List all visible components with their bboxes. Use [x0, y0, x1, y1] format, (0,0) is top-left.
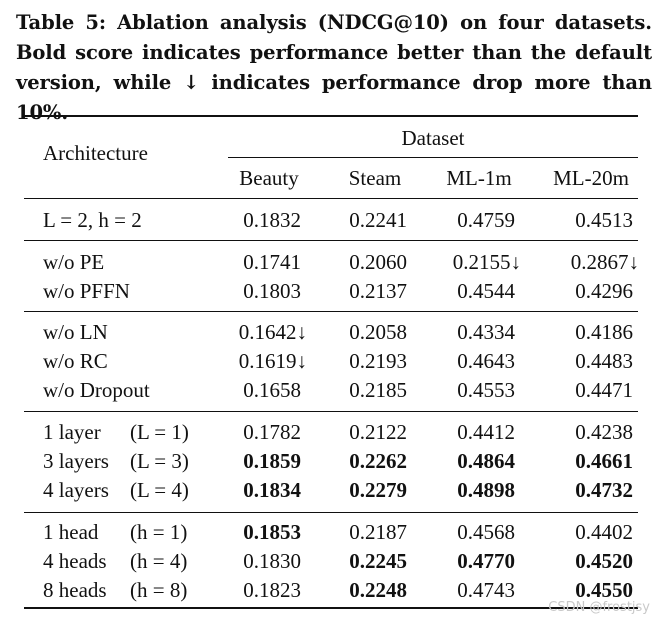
table-cell: 0.2262 [349, 449, 407, 473]
table-cell: 0.2245 [349, 549, 407, 573]
table-cell: 0.1741 [243, 250, 301, 274]
row-label: w/o PFFN [43, 279, 130, 303]
table-cell: 0.2279 [349, 478, 407, 502]
row-label: 1 layer [43, 420, 101, 444]
group-rule-3 [24, 411, 638, 412]
table-caption: Table 5: Ablation analysis (NDCG@10) on … [16, 11, 652, 124]
table-cell: 0.1619↓ [238, 349, 307, 373]
row-label-param: (h = 8) [130, 578, 188, 602]
table-cell: 0.1859 [243, 449, 301, 473]
table-cell: 0.4471 [575, 378, 633, 402]
table-cell: 0.4864 [457, 449, 515, 473]
row-label: w/o PE [43, 250, 105, 274]
table-cell: 0.1642↓ [238, 320, 307, 344]
table-cell: 0.2248 [349, 578, 407, 602]
table-cell: 0.2867↓ [570, 250, 639, 274]
row-label-param: (L = 4) [130, 478, 189, 502]
row-label-param: (h = 4) [130, 549, 188, 573]
table-cell: 0.4334 [457, 320, 515, 344]
table-cell: 0.4568 [457, 520, 515, 544]
watermark: CSDN @frostjsy [548, 600, 650, 615]
row-label: w/o Dropout [43, 378, 150, 402]
table-cell: 0.1803 [243, 279, 301, 303]
group-rule-4 [24, 512, 638, 513]
table-cell: 0.2193 [349, 349, 407, 373]
row-label: 4 layers [43, 478, 109, 502]
table-cell: 0.4898 [457, 478, 515, 502]
row-label: w/o RC [43, 349, 108, 373]
row-label-param: (L = 1) [130, 420, 189, 444]
dataset-cmidrule [228, 157, 638, 158]
table-cell: 0.4732 [575, 478, 633, 502]
table-cell: 0.4544 [457, 279, 515, 303]
table-cell: 0.2058 [349, 320, 407, 344]
table-cell: 0.4550 [575, 578, 633, 602]
table-cell: 0.1658 [243, 378, 301, 402]
table-cell: 0.1830 [243, 549, 301, 573]
table-cell: 0.2241 [349, 208, 407, 232]
row-label: 3 layers [43, 449, 109, 473]
table-cell: 0.4296 [575, 279, 633, 303]
table-cell: 0.2187 [349, 520, 407, 544]
table-cell: 0.1823 [243, 578, 301, 602]
table-cell: 0.4770 [457, 549, 515, 573]
col-header-beauty: Beauty [239, 166, 299, 190]
col-header-steam: Steam [348, 166, 402, 190]
row-label-param: (L = 3) [130, 449, 189, 473]
table-cell: 0.4759 [457, 208, 515, 232]
table-cell: 0.4553 [457, 378, 515, 402]
row-label: 1 head [43, 520, 99, 544]
table-cell: 0.1782 [243, 420, 301, 444]
row-label: L = 2, h = 2 [43, 208, 142, 232]
table-cell: 0.4238 [575, 420, 633, 444]
header-rule [24, 198, 638, 199]
table-cell: 0.2060 [349, 250, 407, 274]
group-rule-2 [24, 311, 638, 312]
table-cell: 0.4520 [575, 549, 633, 573]
table-cell: 0.4513 [575, 208, 633, 232]
bottom-rule [24, 607, 638, 609]
table-cell: 0.2155↓ [452, 250, 521, 274]
table-cell: 0.1832 [243, 208, 301, 232]
table-cell: 0.1834 [243, 478, 301, 502]
table-cell: 0.4186 [575, 320, 633, 344]
architecture-header: Architecture [43, 141, 148, 165]
table-cell: 0.4402 [575, 520, 633, 544]
row-label: 4 heads [43, 549, 107, 573]
group-rule-1 [24, 240, 638, 241]
top-rule [24, 115, 638, 117]
table-cell: 0.4483 [575, 349, 633, 373]
dataset-header: Dataset [401, 126, 465, 150]
table-cell: 0.2185 [349, 378, 407, 402]
row-label: w/o LN [43, 320, 108, 344]
row-label: 8 heads [43, 578, 107, 602]
table-cell: 0.4661 [575, 449, 633, 473]
table-cell: 0.2137 [349, 279, 407, 303]
col-header-ml1m: ML-1m [446, 166, 512, 190]
table-cell: 0.4743 [457, 578, 515, 602]
table-cell: 0.1853 [243, 520, 301, 544]
row-label-param: (h = 1) [130, 520, 188, 544]
table-cell: 0.2122 [349, 420, 407, 444]
table-cell: 0.4643 [457, 349, 515, 373]
col-header-ml20m: ML-20m [553, 166, 629, 190]
table-cell: 0.4412 [457, 420, 515, 444]
